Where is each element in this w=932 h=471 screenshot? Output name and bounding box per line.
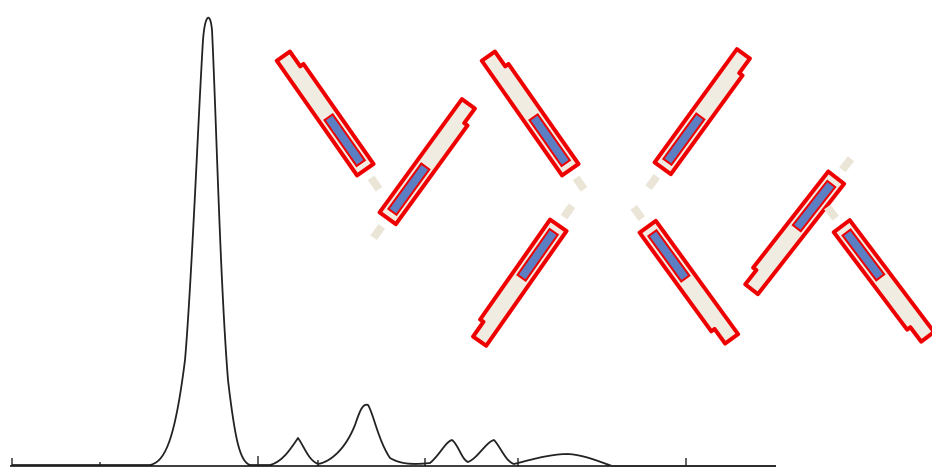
molecule [742, 153, 859, 295]
molecule [819, 201, 932, 344]
molecule [626, 201, 739, 345]
molecule [277, 49, 387, 195]
molecule [470, 200, 580, 346]
molecule [482, 49, 592, 195]
page: (() => { const data = JSON.parse(documen… [0, 0, 932, 471]
molecule [366, 99, 479, 243]
molecule [641, 49, 754, 193]
molecules [277, 49, 932, 346]
illustration [0, 0, 932, 471]
